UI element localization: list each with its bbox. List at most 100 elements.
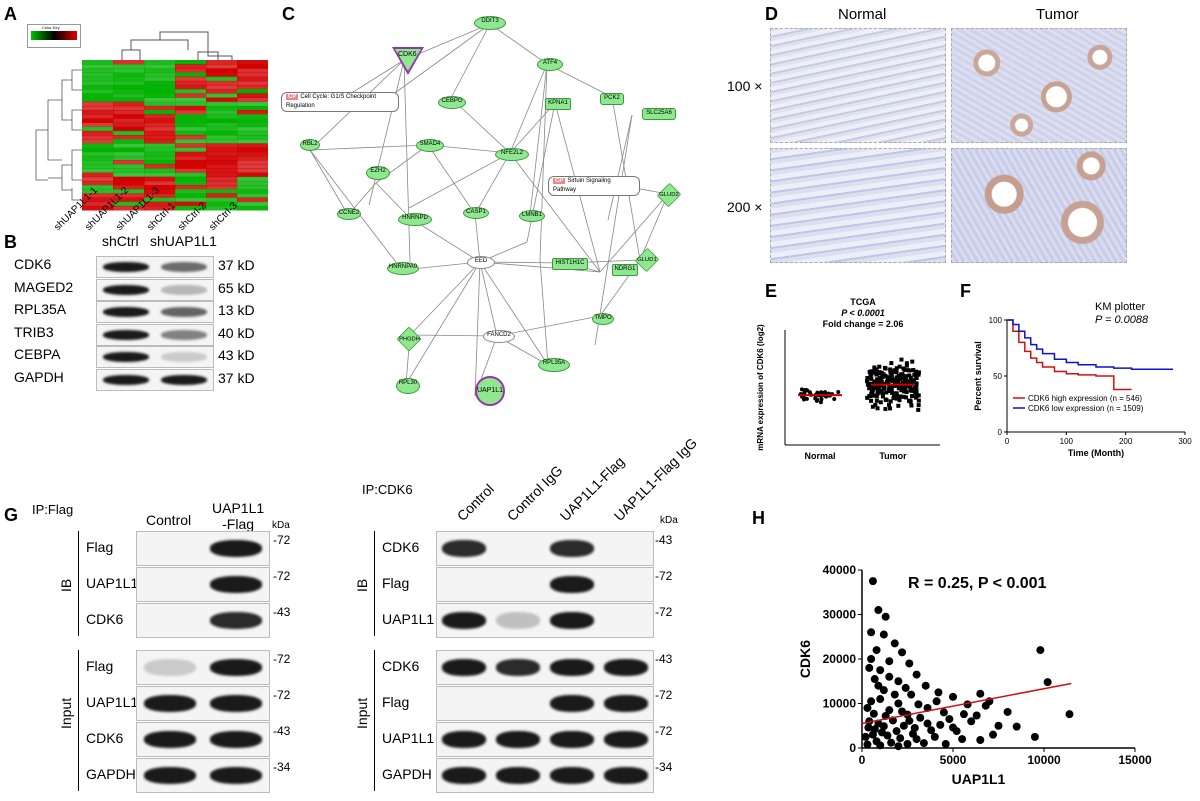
data-point-tumor (908, 375, 913, 380)
heatmap-cell (144, 147, 176, 153)
data-point-tumor (888, 406, 893, 411)
chart-h: 0 5000 10000 15000 0 10000 20000 30000 40000 UAP1… (797, 563, 1152, 787)
protein-label: CDK6 (86, 610, 124, 627)
legend-entry: CDK6 low expression (n = 1509) (1028, 404, 1144, 413)
data-point-tumor (896, 386, 901, 391)
data-point-tumor (877, 376, 882, 381)
protein-label: CEBPA (14, 346, 61, 362)
heatmap-cell (113, 135, 145, 140)
heatmap-cell (175, 97, 207, 103)
data-point-tumor (914, 391, 919, 396)
y-tick-label: 50 (993, 372, 1002, 381)
lane-label-uap1l1-flag: UAP1L1 -Flag (212, 500, 265, 532)
data-point (958, 735, 967, 744)
heatmap-cell (175, 185, 207, 190)
bracket-line (78, 650, 79, 791)
lane-label-g2-control: Control (453, 480, 497, 524)
heatmap-cell (144, 68, 176, 73)
node-pck2: PCK2 (600, 93, 624, 105)
heatmap-cell (144, 118, 176, 123)
blot-row-flag (136, 531, 270, 566)
data-point (919, 739, 928, 748)
heatmap-cell (175, 189, 207, 194)
data-point-tumor (897, 364, 902, 369)
panel-letter-e: E (765, 281, 778, 301)
data-point (869, 709, 878, 718)
heatmap-cell (206, 60, 238, 65)
heatmap-cell (237, 193, 268, 198)
heatmap-cell (82, 155, 114, 161)
data-point-normal (807, 390, 812, 395)
heatmap-cell (144, 205, 176, 211)
heatmap-cell (206, 93, 238, 98)
node-glud2: GLUD2 (656, 182, 682, 208)
band (160, 374, 208, 385)
data-point-tumor (896, 403, 901, 408)
data-point-tumor (889, 374, 894, 379)
band (550, 767, 594, 784)
data-point (863, 740, 872, 749)
data-point-tumor (884, 380, 889, 385)
blot-row-cdk6 (436, 531, 654, 566)
data-point (923, 719, 932, 728)
heatmap-cell (237, 126, 268, 132)
data-point-tumor (907, 373, 912, 378)
data-point-tumor (896, 374, 901, 379)
data-point-tumor (905, 368, 910, 373)
mw-marker: -72 (655, 724, 673, 738)
data-point (932, 697, 941, 706)
data-point (876, 666, 885, 675)
heatmap-cell (113, 193, 145, 198)
blot-row-cdk6 (436, 650, 654, 685)
y-tick-label: 10000 (823, 697, 857, 711)
heatmap-cell (82, 185, 114, 190)
data-point-tumor (904, 390, 909, 395)
heatmap-cell (113, 80, 145, 86)
heatmap-cell (206, 155, 238, 161)
data-point (941, 739, 950, 748)
heatmap-cell (206, 205, 238, 211)
node-rpl35a: RPL35A (538, 358, 570, 372)
heatmap-cell (113, 72, 145, 78)
heatmap-cell (113, 172, 145, 178)
chart-f-p-label: P = 0.0088 (1095, 314, 1149, 326)
heatmap-cell (175, 180, 207, 186)
heatmap-cell (237, 60, 268, 65)
heatmap-cell (237, 76, 268, 82)
data-point-tumor (890, 390, 895, 395)
band (102, 307, 150, 317)
data-point (870, 725, 879, 734)
data-point (874, 606, 883, 615)
group-label-shctrl: shCtrl (102, 233, 139, 249)
heatmap-cell (144, 85, 176, 90)
band (209, 612, 263, 629)
blot-row-rpl35a (96, 301, 214, 323)
mw-marker: -43 (655, 533, 673, 547)
protein-label: GAPDH (14, 368, 64, 385)
heatmap-cell (175, 101, 207, 107)
heatmap-cell (82, 176, 114, 182)
data-point-tumor (870, 404, 875, 409)
protein-label: UAP1L1 (382, 610, 435, 627)
heatmap-cell (82, 135, 114, 140)
data-point-tumor (909, 379, 914, 384)
band (102, 329, 150, 340)
data-point-tumor (874, 381, 879, 386)
heatmap-cell (82, 205, 114, 211)
data-point (914, 700, 923, 709)
heatmap-cell (175, 60, 207, 65)
pathway-g1s-checkpoint-label: Cell Cycle: G1/S Checkpoint Regulation (286, 94, 377, 109)
legend-entry: CDK6 high expression (n = 546) (1028, 394, 1142, 403)
band (442, 731, 486, 748)
node-glud1-label: GLUD1 (637, 257, 657, 263)
heatmap-cell (82, 147, 114, 153)
data-point-tumor (874, 367, 879, 372)
heatmap-cell (206, 126, 238, 132)
heatmap-cell (144, 155, 176, 161)
bracket-line (78, 531, 79, 636)
heatmap-cell (206, 172, 238, 178)
heatmap-cell (175, 122, 207, 128)
data-point (867, 628, 876, 637)
data-point-normal (832, 397, 837, 402)
heatmap-cell (206, 168, 238, 173)
